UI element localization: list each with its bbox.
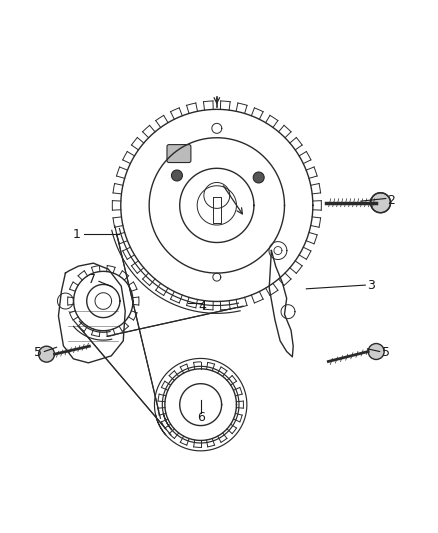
Text: 6: 6 [197, 411, 205, 424]
Circle shape [171, 170, 182, 181]
Text: 7: 7 [88, 273, 96, 286]
Text: 3: 3 [367, 279, 375, 292]
Circle shape [253, 172, 264, 183]
Text: 5: 5 [382, 346, 390, 359]
Circle shape [371, 193, 391, 213]
Text: 4: 4 [198, 300, 206, 313]
Text: 2: 2 [388, 193, 396, 207]
Text: 5: 5 [34, 346, 42, 359]
FancyBboxPatch shape [167, 144, 191, 163]
Text: 1: 1 [73, 228, 81, 241]
Circle shape [39, 346, 54, 362]
Circle shape [368, 344, 384, 359]
